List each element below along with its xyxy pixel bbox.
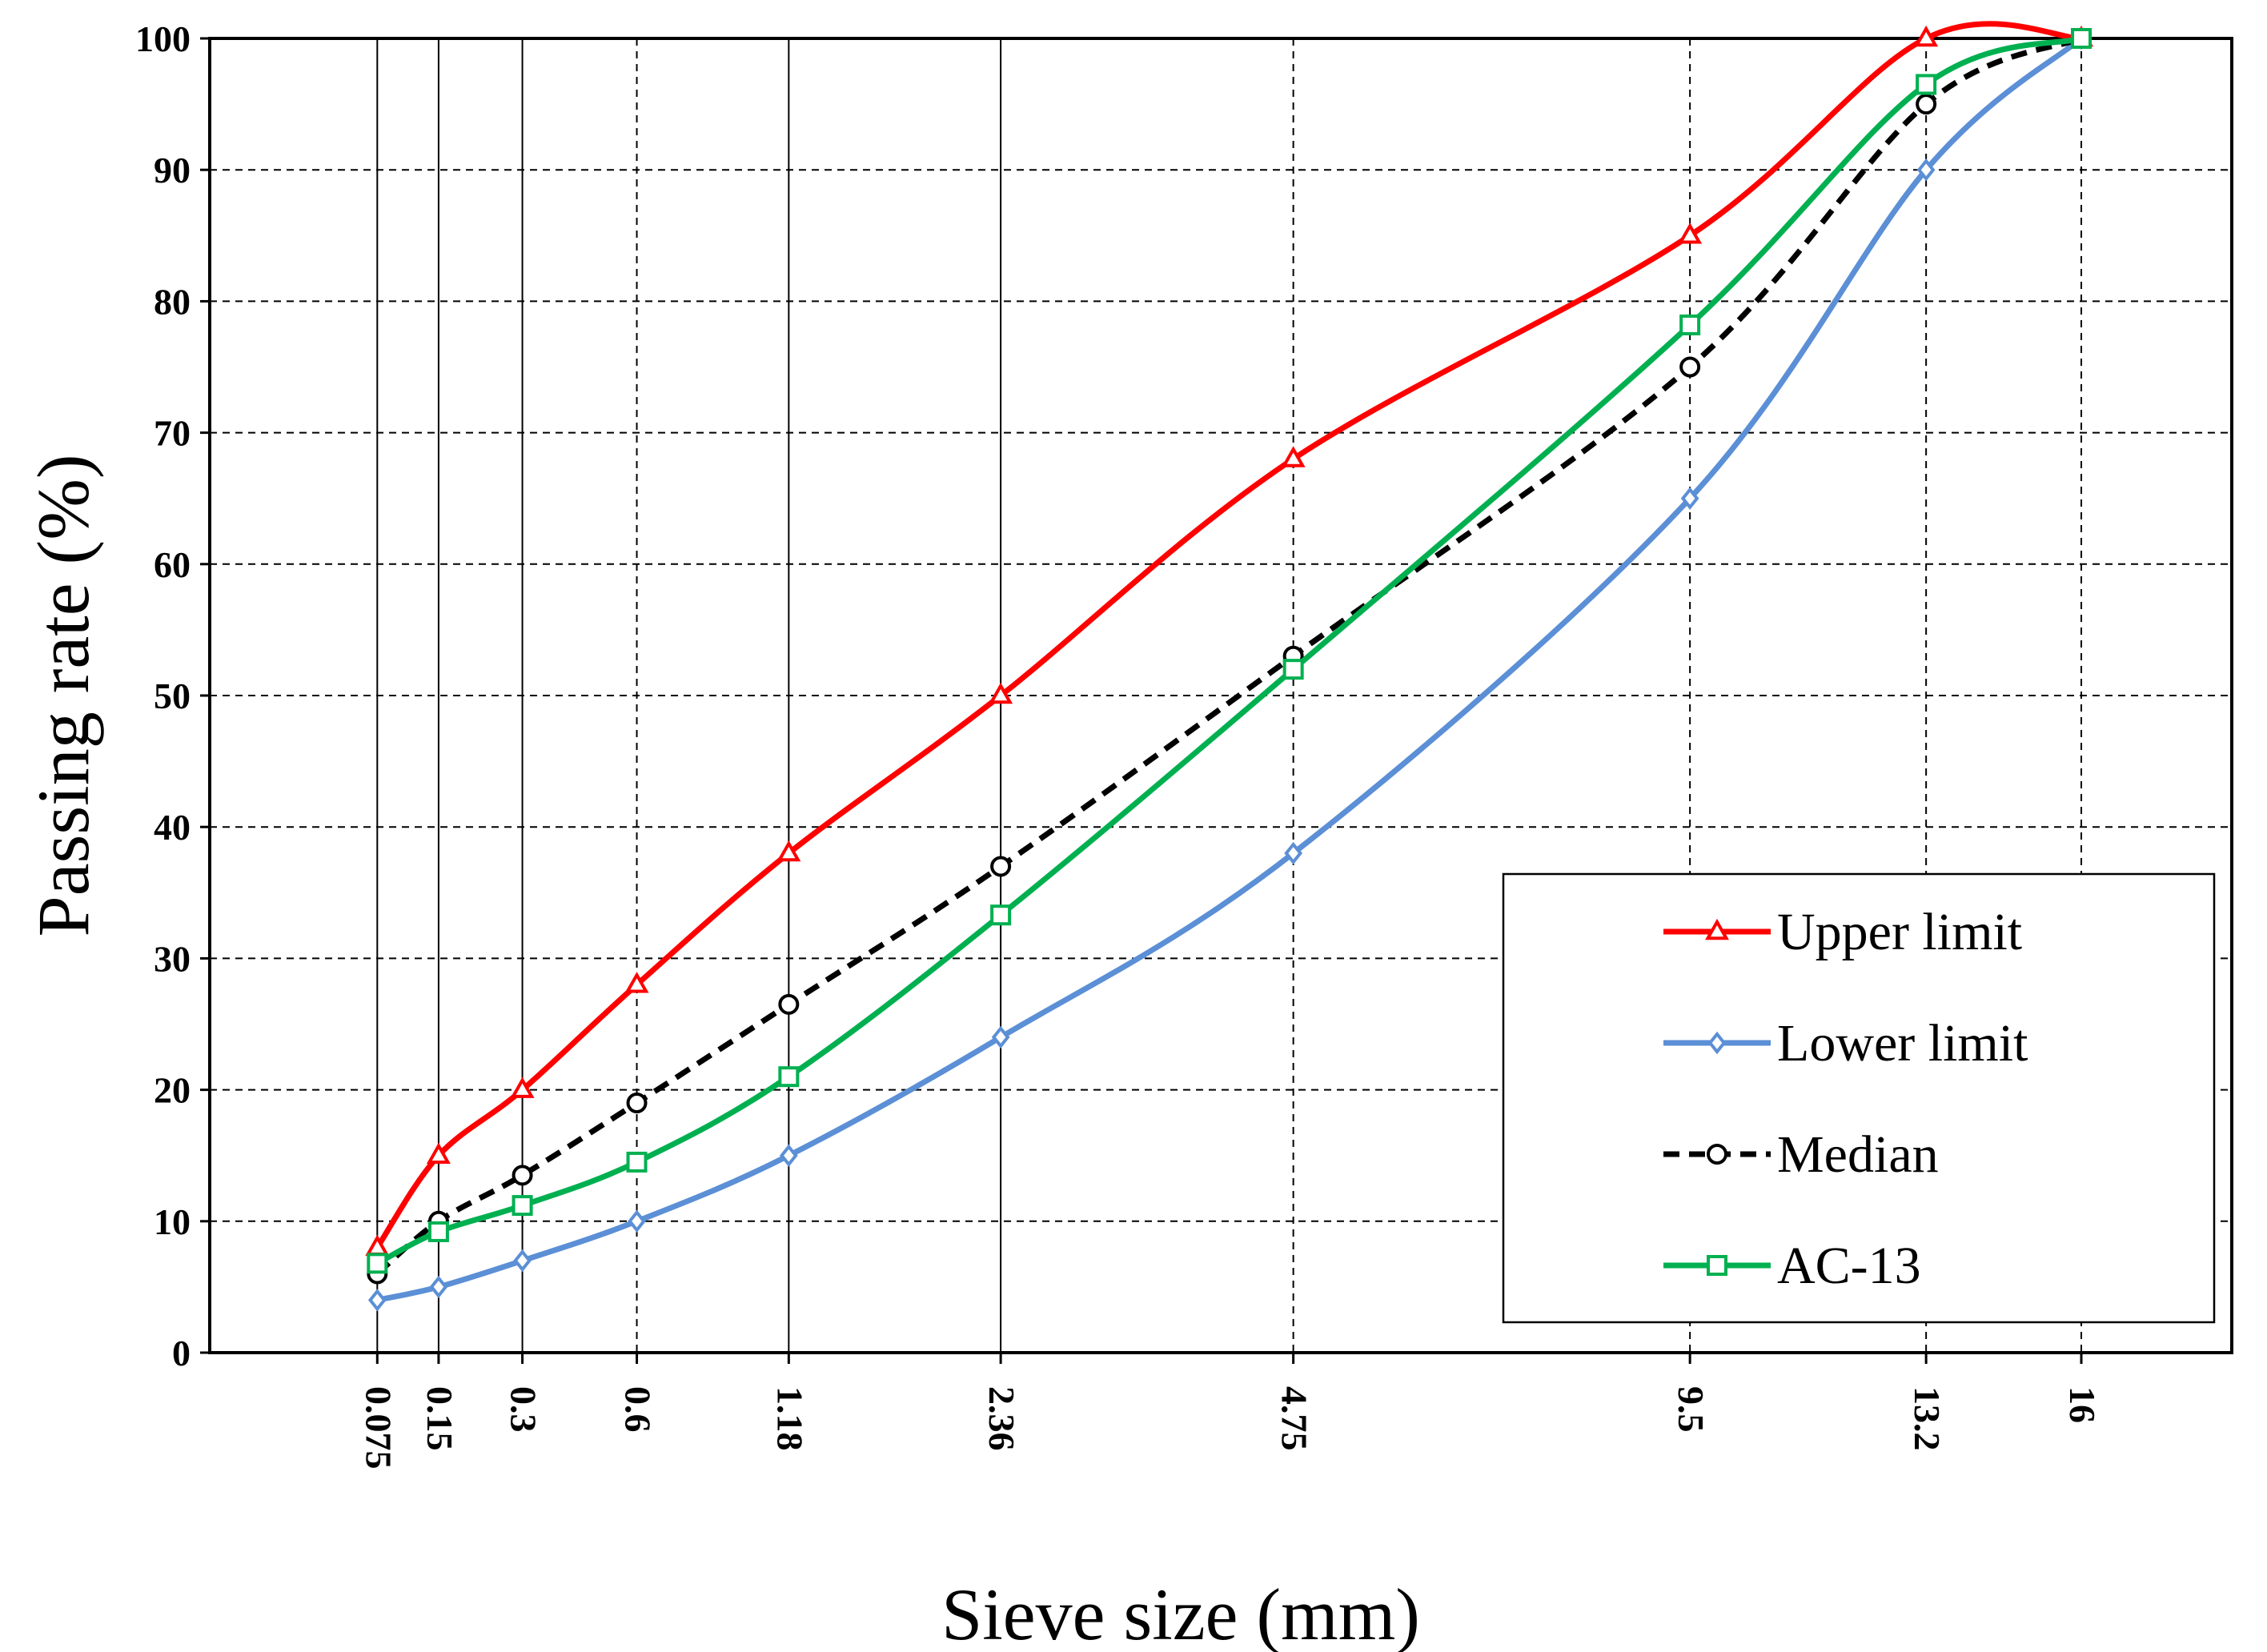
- x-tick-label: 0.6: [618, 1386, 659, 1433]
- legend-label-ac-13: AC-13: [1777, 1237, 1921, 1295]
- data-point-ac-13: [778, 1066, 800, 1088]
- y-tick-label: 30: [154, 938, 191, 979]
- data-point-upper-limit: [426, 1142, 451, 1164]
- data-point-lower-limit: [991, 1025, 1010, 1049]
- series-line-lower-limit: [374, 35, 2084, 1303]
- data-point-median: [1916, 94, 1937, 115]
- x-tick-label: 0.075: [358, 1386, 399, 1470]
- x-tick-label: 1.18: [769, 1386, 810, 1451]
- data-point-median: [990, 856, 1012, 877]
- x-tick-label: 0.15: [419, 1386, 460, 1451]
- data-point-ac-13: [427, 1221, 449, 1242]
- legend-box: [1502, 872, 2216, 1324]
- legend-label-upper-limit: Upper limit: [1777, 903, 2022, 961]
- data-point-lower-limit: [429, 1275, 448, 1299]
- data-point-upper-limit: [510, 1077, 535, 1098]
- data-point-lower-limit: [1916, 158, 1936, 182]
- data-point-lower-limit: [1680, 487, 1699, 510]
- data-point-ac-13: [1282, 659, 1304, 680]
- data-point-ac-13: [367, 1253, 388, 1274]
- x-tick-label: 13.2: [1907, 1386, 1948, 1451]
- plot-border: [208, 37, 2233, 1354]
- x-tick-label: 0.3: [504, 1386, 544, 1433]
- y-tick-label: 60: [154, 544, 191, 585]
- data-point-lower-limit: [779, 1144, 798, 1167]
- data-point-ac-13: [990, 904, 1012, 926]
- data-point-upper-limit: [989, 682, 1013, 704]
- x-axis-title: Sieve size (mm): [941, 1574, 1420, 1652]
- data-point-lower-limit: [1284, 841, 1303, 865]
- series-line-ac-13: [374, 35, 2084, 1266]
- x-tick-label: 4.75: [1274, 1386, 1315, 1451]
- y-axis-title: Passing rate (%): [22, 455, 104, 937]
- data-point-median: [1679, 356, 1701, 378]
- data-point-ac-13: [626, 1151, 648, 1173]
- data-point-lower-limit: [628, 1209, 646, 1233]
- y-tick-label: 50: [154, 676, 191, 716]
- data-point-upper-limit: [1914, 25, 1939, 47]
- x-tick-label: 2.36: [981, 1386, 1022, 1451]
- data-point-upper-limit: [1678, 223, 1703, 244]
- legend-marker-ac-13: [1707, 1255, 1727, 1276]
- data-point-median: [626, 1093, 648, 1114]
- data-point-median: [512, 1165, 533, 1186]
- data-point-ac-13: [1679, 314, 1701, 335]
- x-tick-label: 9.5: [1671, 1386, 1711, 1433]
- legend-marker-lower-limit: [1707, 1031, 1727, 1055]
- data-point-ac-13: [2071, 28, 2092, 49]
- legend-marker-upper-limit: [1705, 918, 1729, 940]
- data-point-ac-13: [512, 1195, 533, 1217]
- y-tick-label: 10: [154, 1201, 191, 1242]
- data-point-lower-limit: [513, 1249, 532, 1273]
- data-point-upper-limit: [776, 840, 801, 862]
- legend-label-lower-limit: Lower limit: [1777, 1014, 2028, 1073]
- y-tick-label: 90: [154, 150, 191, 190]
- y-tick-label: 40: [154, 807, 191, 848]
- legend-label-median: Median: [1777, 1125, 1939, 1184]
- y-tick-label: 20: [154, 1070, 191, 1111]
- y-tick-label: 100: [135, 18, 191, 59]
- legend-marker-median: [1707, 1144, 1727, 1165]
- data-point-upper-limit: [1281, 446, 1306, 467]
- data-point-lower-limit: [367, 1289, 387, 1312]
- y-tick-label: 80: [154, 281, 191, 322]
- data-point-median: [778, 993, 800, 1015]
- data-point-upper-limit: [624, 972, 649, 993]
- y-tick-label: 0: [172, 1333, 191, 1373]
- x-tick-label: 16: [2062, 1386, 2103, 1423]
- y-tick-label: 70: [154, 413, 191, 454]
- data-point-ac-13: [1916, 74, 1937, 95]
- series-line-median: [375, 35, 2083, 1277]
